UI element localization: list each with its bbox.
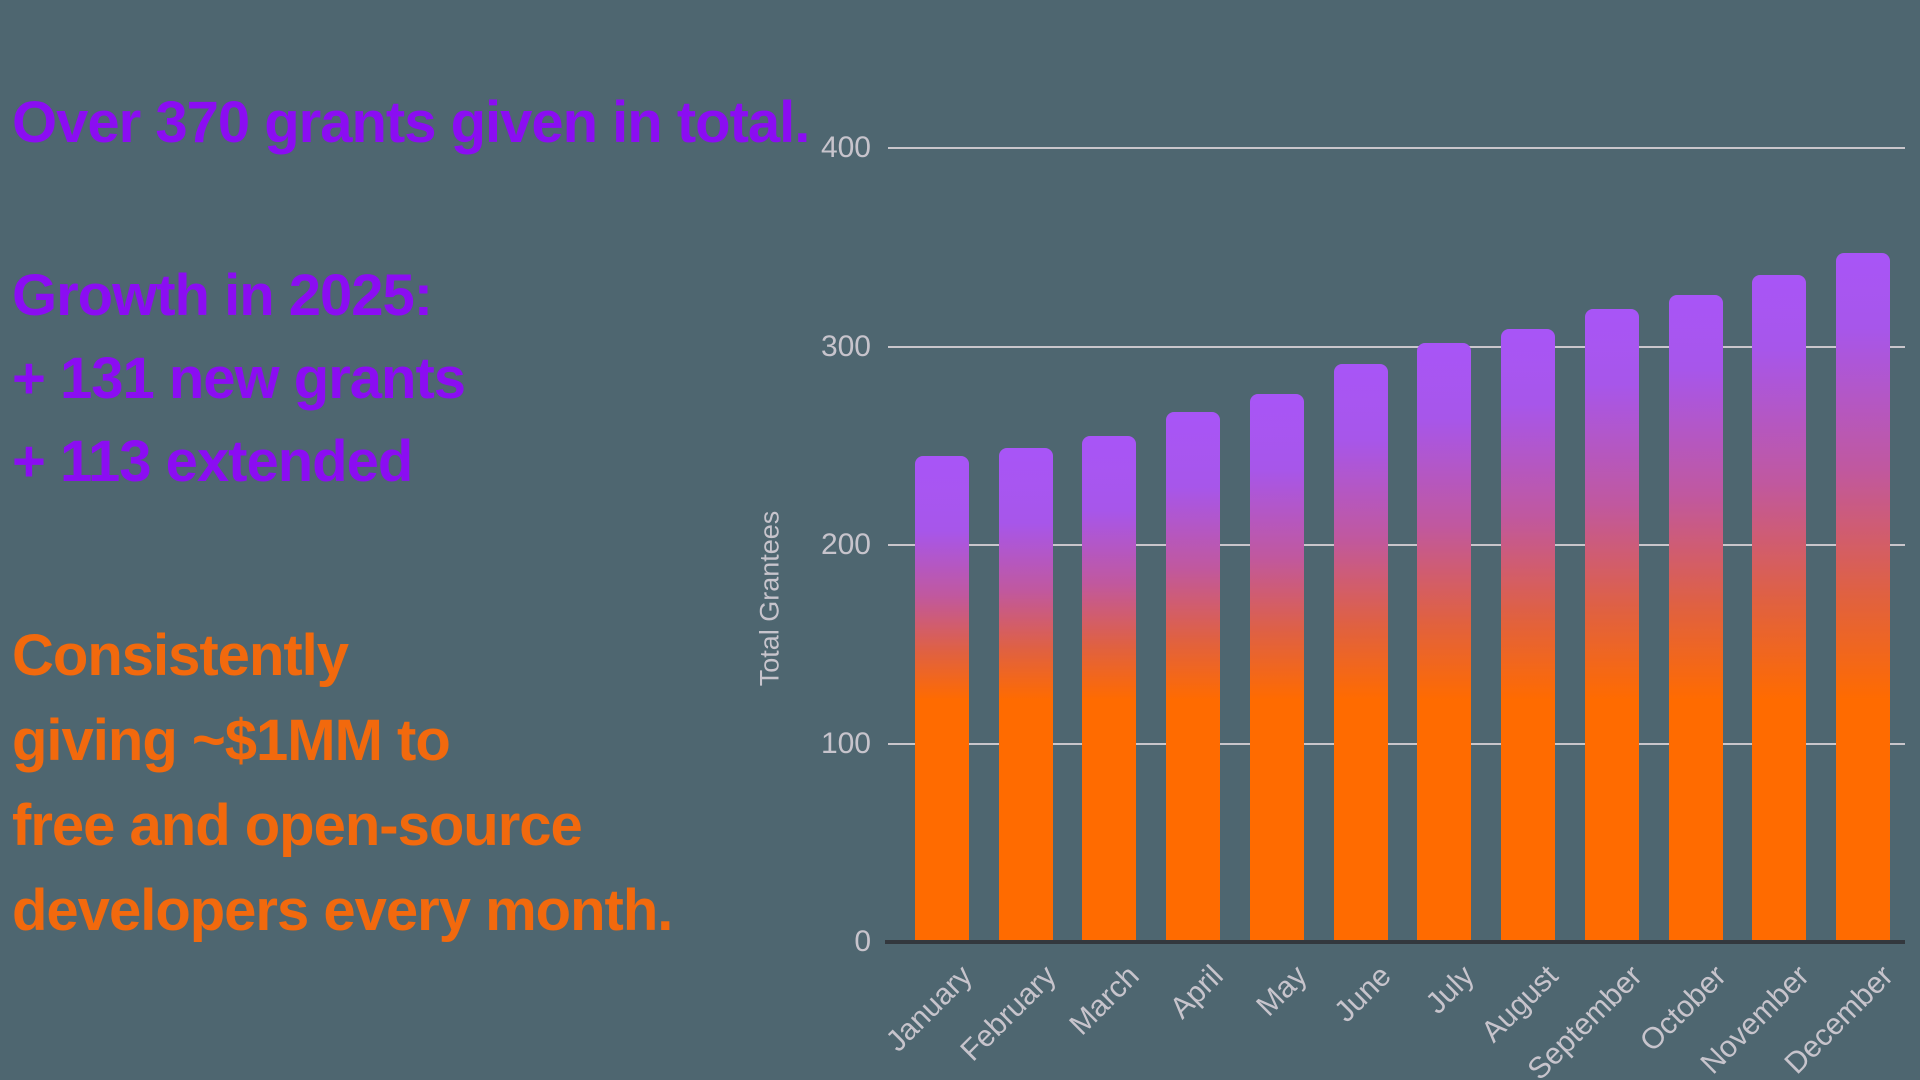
bar-february [998, 447, 1053, 942]
bar-september [1584, 308, 1639, 942]
bar-june [1333, 364, 1388, 942]
bar-august [1501, 328, 1556, 942]
bar-march [1082, 435, 1137, 942]
y-tick-label-200: 200 [820, 528, 871, 561]
bar-may [1249, 394, 1304, 942]
gridline-400 [888, 147, 1905, 149]
y-tick-label-0: 0 [854, 925, 871, 958]
bar-december [1836, 253, 1891, 942]
growth-heading: Growth in 2025: [12, 263, 433, 328]
bar-october [1668, 294, 1723, 942]
growth-extended: + 113 extended [12, 429, 413, 494]
growth-new-grants: + 131 new grants [12, 346, 466, 411]
y-tick-label-300: 300 [820, 329, 871, 363]
gridline-100 [888, 742, 1905, 745]
bar-july [1417, 342, 1472, 942]
bar-november [1752, 275, 1807, 942]
giving-line-1: Consistently [12, 623, 349, 688]
y-tick-label-400: 400 [820, 131, 871, 164]
gridline-200 [888, 544, 1905, 546]
giving-line-4: developers every month. [12, 878, 673, 943]
giving-line-3: free and open-source [12, 793, 583, 858]
gridline-300 [888, 345, 1905, 348]
giving-line-2: giving ~$1MM to [12, 708, 451, 773]
bar-january [915, 455, 969, 942]
x-axis-line [885, 940, 1905, 944]
bar-april [1166, 412, 1221, 942]
y-tick-label-100: 100 [820, 726, 871, 760]
page-title: Over 370 grants given in total. [12, 90, 810, 155]
y-axis-title: Total Grantees [754, 510, 785, 687]
